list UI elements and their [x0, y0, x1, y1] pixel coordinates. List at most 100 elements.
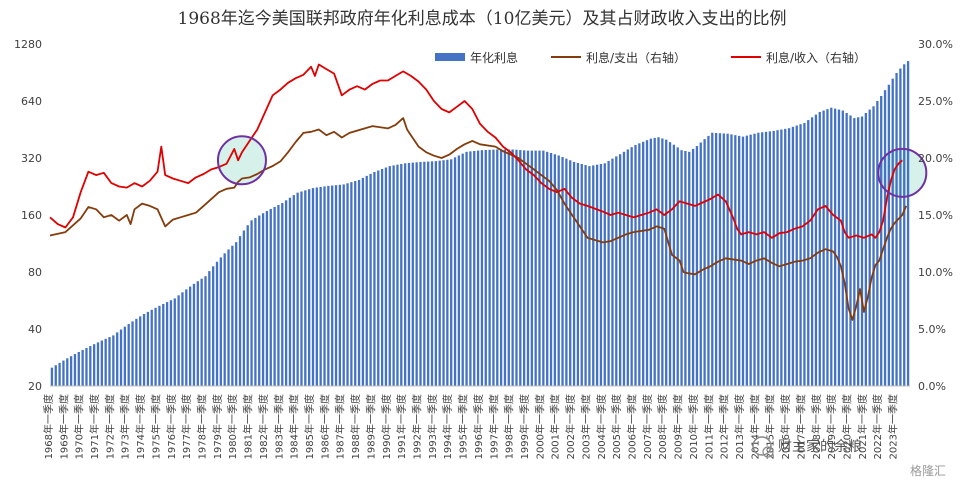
bar [699, 142, 702, 386]
x-axis-tick-label: 1995年一季度 [457, 394, 470, 459]
highlight-circle-1 [216, 135, 267, 186]
x-axis-tick-label: 2011年一季度 [702, 394, 715, 459]
bar [212, 266, 215, 386]
bar [373, 171, 376, 386]
bar [219, 257, 222, 386]
bar [100, 340, 103, 386]
bar [511, 149, 514, 386]
highlight-circle-fill-1 [217, 136, 266, 185]
bar [442, 160, 445, 386]
x-axis: 1968年一季度 1969年一季度 1970年一季度 1971年一季度 1972年一季度… [42, 385, 910, 459]
x-axis-tick-label: 1983年一季度 [272, 394, 285, 459]
x-axis-tick-label: 1980年一季度 [226, 394, 239, 459]
bar [281, 203, 284, 386]
x-axis-tick-label: 2021年一季度 [856, 394, 869, 459]
wechat-icon-dot [762, 446, 774, 458]
bar [622, 151, 626, 386]
bar [250, 220, 253, 386]
highlight-circle-2 [877, 147, 928, 198]
bar [661, 138, 664, 386]
bar [365, 175, 368, 386]
bar [784, 128, 787, 386]
right-axis-tick-label: 25.0% [918, 95, 953, 108]
bar [231, 245, 234, 386]
bar [135, 318, 138, 386]
right-axis-tick-label: 5.0% [918, 323, 946, 336]
bar [112, 335, 115, 386]
bar [354, 181, 357, 386]
bar [108, 337, 111, 386]
bar [204, 276, 207, 386]
bar [208, 271, 211, 386]
x-axis-tick-label: 2015年一季度 [764, 394, 777, 459]
bar [787, 128, 791, 386]
bar [89, 346, 92, 386]
x-axis-tick-label: 1992年一季度 [411, 394, 424, 459]
bar [119, 329, 123, 386]
bar [380, 168, 384, 386]
bar [300, 191, 303, 386]
left-axis-tick-label: 40 [28, 323, 42, 336]
bar [523, 150, 526, 386]
bar [327, 185, 330, 386]
bar [538, 150, 541, 386]
x-axis-tick-label: 1984年一季度 [288, 394, 301, 459]
left-axis-tick-label: 1280 [14, 38, 42, 51]
bar [461, 153, 464, 386]
bar [553, 154, 557, 386]
bar [703, 139, 706, 386]
bar [749, 134, 752, 386]
bar [519, 150, 522, 386]
chart-title: 1968年迄今美国联邦政府年化利息成本（10亿美元）及其占财政收入支出的比例 [178, 9, 787, 29]
bar [403, 163, 407, 386]
bar [795, 125, 798, 387]
bar [50, 367, 54, 386]
line-series-layer [49, 63, 908, 321]
bar [822, 110, 825, 386]
bar [215, 261, 219, 386]
bar [200, 278, 203, 386]
x-axis-tick-label: 2006年一季度 [626, 394, 639, 459]
legend-label-bar: 年化利息 [470, 50, 518, 65]
bar [419, 161, 422, 386]
bar [830, 107, 833, 386]
bar [58, 362, 61, 386]
bar [818, 111, 821, 386]
x-axis-tick-label: 1979年一季度 [211, 394, 224, 459]
left-axis-tick-label: 80 [28, 266, 42, 279]
bar [96, 342, 100, 386]
bar [857, 117, 860, 386]
bar [595, 164, 599, 386]
bar [73, 354, 77, 386]
bar [499, 149, 503, 386]
bar [645, 140, 649, 386]
bar [833, 108, 837, 387]
bar [62, 360, 65, 386]
x-axis-tick-label: 1970年一季度 [73, 394, 86, 459]
bar [868, 109, 871, 386]
bar [227, 249, 230, 386]
bar [864, 112, 867, 386]
bar [810, 117, 814, 386]
bar [246, 225, 249, 386]
x-axis-tick-label: 2003年一季度 [579, 394, 592, 459]
bar [580, 164, 583, 386]
bar [676, 147, 679, 386]
x-axis-tick-label: 2010年一季度 [687, 394, 700, 459]
bar [269, 208, 272, 386]
bar [150, 309, 153, 386]
bar [465, 151, 468, 386]
right-axis-tick-label: 15.0% [918, 209, 953, 222]
bar [841, 110, 844, 386]
bar [899, 68, 902, 387]
bar [599, 164, 603, 386]
left-axis-tick-label: 20 [28, 380, 42, 393]
left-axis: 20 40 80 160 320 640 1280 [14, 38, 42, 393]
bar [876, 101, 879, 386]
bar [185, 289, 188, 386]
x-axis-tick-label: 1971年一季度 [88, 394, 101, 459]
x-axis-tick-label: 1997年一季度 [487, 394, 500, 459]
bar [158, 305, 161, 386]
bar [177, 295, 180, 386]
